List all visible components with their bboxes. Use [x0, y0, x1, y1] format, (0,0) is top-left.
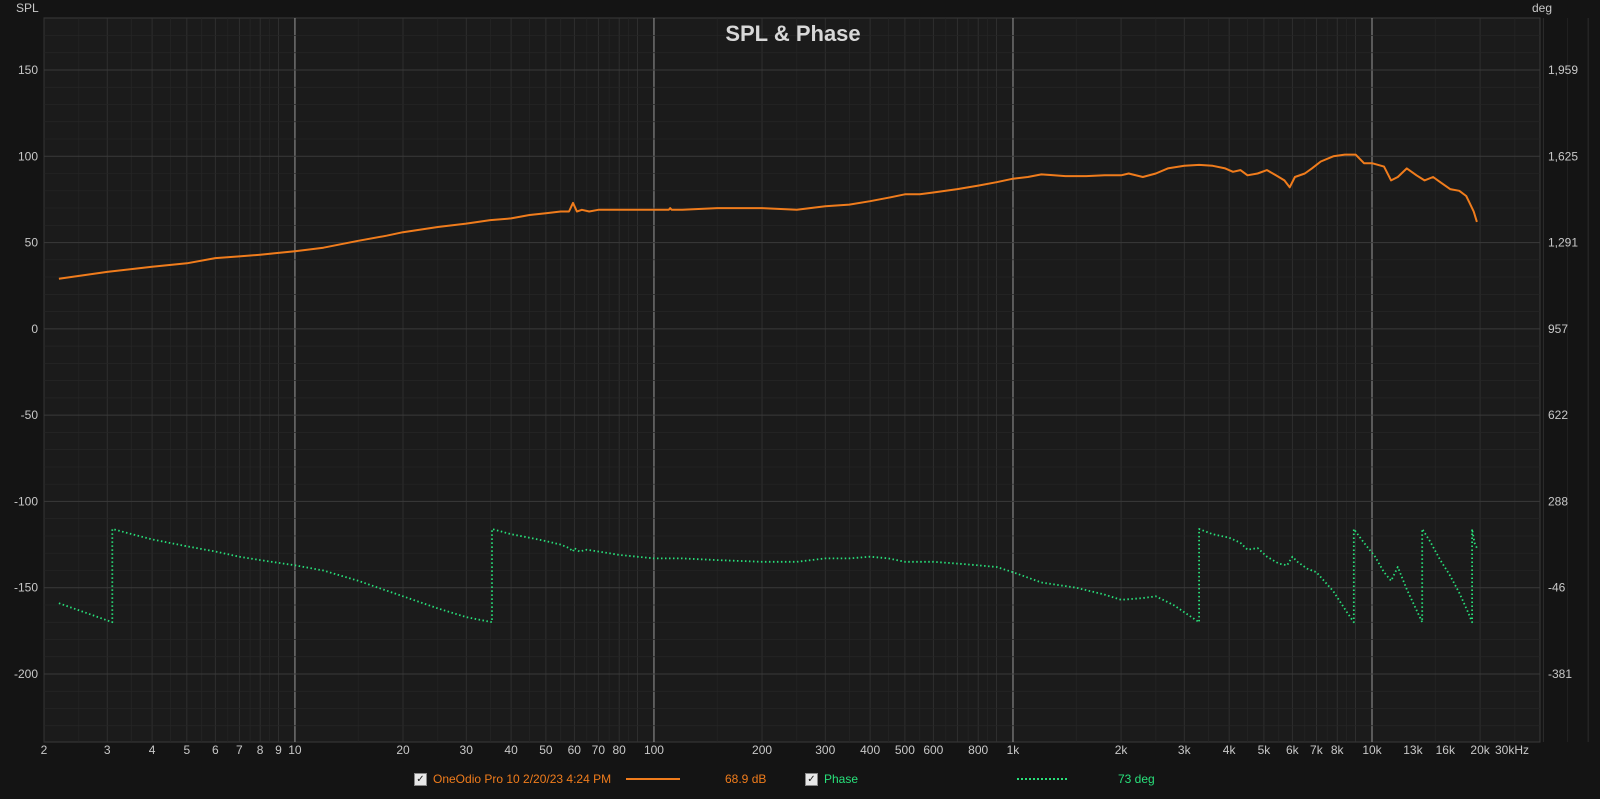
x-tick-label: 13k [1403, 743, 1423, 757]
x-tick-label: 4k [1223, 743, 1237, 757]
x-tick-label: 70 [592, 743, 606, 757]
x-tick-label: 100 [644, 743, 664, 757]
legend-label-spl: OneOdio Pro 10 2/20/23 4:24 PM [433, 772, 612, 786]
phase-series-line [58, 528, 1478, 624]
x-tick-label: 7 [236, 743, 243, 757]
y-left-tick-label: 100 [18, 149, 38, 163]
x-axis-ticks: 2 3 4 5 6 7 8 9 10 20 30 40 50 60 70 80 100 200 300 400 500 6… [41, 743, 1529, 757]
y-right-tick-label: -381 [1548, 667, 1572, 681]
x-tick-label: 30kHz [1495, 743, 1529, 757]
x-tick-label: 9 [275, 743, 282, 757]
legend-value-phase: 73 deg [1118, 772, 1155, 786]
x-tick-label: 300 [815, 743, 835, 757]
legend-item-phase[interactable]: ✓ Phase [805, 771, 858, 787]
y-left-tick-label: -50 [21, 408, 39, 422]
legend: ✓ OneOdio Pro 10 2/20/23 4:24 PM 68.9 dB… [0, 771, 1600, 793]
x-tick-label: 6k [1286, 743, 1300, 757]
x-tick-label: 4 [149, 743, 156, 757]
y-left-tick-label: 150 [18, 63, 38, 77]
x-tick-label: 5 [184, 743, 191, 757]
x-tick-label: 6 [212, 743, 219, 757]
x-tick-label: 40 [504, 743, 518, 757]
x-tick-label: 8 [257, 743, 264, 757]
x-tick-label: 7k [1310, 743, 1324, 757]
x-tick-label: 60 [568, 743, 582, 757]
y-right-tick-label: 1,625 [1548, 149, 1578, 163]
y-axis-right-title: deg [1532, 1, 1552, 15]
chart-title: SPL & Phase [725, 21, 860, 46]
y-right-tick-label: 622 [1548, 408, 1568, 422]
x-tick-label: 10 [288, 743, 302, 757]
grid [43, 18, 1589, 742]
x-tick-label: 1k [1007, 743, 1021, 757]
x-tick-label: 10k [1362, 743, 1382, 757]
y-right-tick-label: 288 [1548, 494, 1568, 508]
y-right-tick-label: -46 [1548, 581, 1566, 595]
x-tick-label: 2k [1115, 743, 1129, 757]
spl-series-line [58, 153, 1478, 280]
x-tick-label: 600 [923, 743, 943, 757]
x-tick-label: 200 [752, 743, 772, 757]
y-right-tick-label: 1,291 [1548, 236, 1578, 250]
x-tick-label: 30 [460, 743, 474, 757]
legend-swatch-phase [1017, 778, 1067, 780]
x-tick-label: 20k [1470, 743, 1490, 757]
plot-area [43, 17, 1541, 743]
y-axis-left-title: SPL [16, 1, 39, 15]
x-tick-label: 2 [41, 743, 48, 757]
x-tick-label: 8k [1331, 743, 1345, 757]
legend-label-phase: Phase [824, 772, 859, 786]
y-left-tick-label: -150 [14, 581, 38, 595]
y-left-tick-label: -100 [14, 494, 38, 508]
y-axis-left: 150 100 50 0 -50 -100 -150 -200 [14, 63, 38, 681]
y-right-tick-label: 957 [1548, 322, 1568, 336]
y-left-tick-label: 50 [25, 236, 39, 250]
x-tick-label: 5k [1258, 743, 1272, 757]
x-tick-label: 3k [1178, 743, 1192, 757]
legend-item-spl[interactable]: ✓ OneOdio Pro 10 2/20/23 4:24 PM [414, 771, 611, 787]
spl-visibility-checkbox[interactable]: ✓ [414, 772, 427, 786]
y-left-tick-label: -200 [14, 667, 38, 681]
x-tick-label: 800 [968, 743, 988, 757]
series-group [58, 153, 1478, 624]
legend-value-spl: 68.9 dB [725, 772, 767, 786]
x-tick-label: 50 [539, 743, 553, 757]
x-tick-label: 20 [396, 743, 410, 757]
legend-swatch-spl [626, 778, 680, 780]
phase-visibility-checkbox[interactable]: ✓ [805, 772, 818, 786]
legend-value-spl-wrap: 68.9 dB [725, 771, 766, 787]
x-tick-label: 3 [104, 743, 111, 757]
y-right-tick-label: 1,959 [1548, 63, 1578, 77]
x-tick-label: 400 [860, 743, 880, 757]
x-tick-label: 500 [895, 743, 915, 757]
y-left-tick-label: 0 [31, 322, 38, 336]
x-tick-label: 80 [612, 743, 626, 757]
y-axis-right: 1,959 1,625 1,291 957 622 288 -46 -381 [1548, 63, 1578, 681]
x-tick-label: 16k [1436, 743, 1456, 757]
legend-value-phase-wrap: 73 deg [1118, 771, 1155, 787]
